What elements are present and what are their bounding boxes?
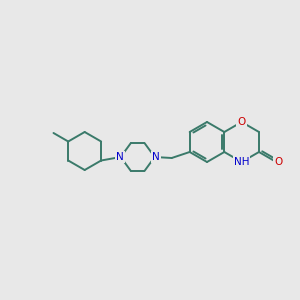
Text: O: O: [274, 157, 282, 167]
Text: N: N: [152, 152, 160, 162]
Text: N: N: [116, 152, 124, 162]
Text: O: O: [238, 117, 246, 127]
Text: NH: NH: [234, 157, 249, 167]
